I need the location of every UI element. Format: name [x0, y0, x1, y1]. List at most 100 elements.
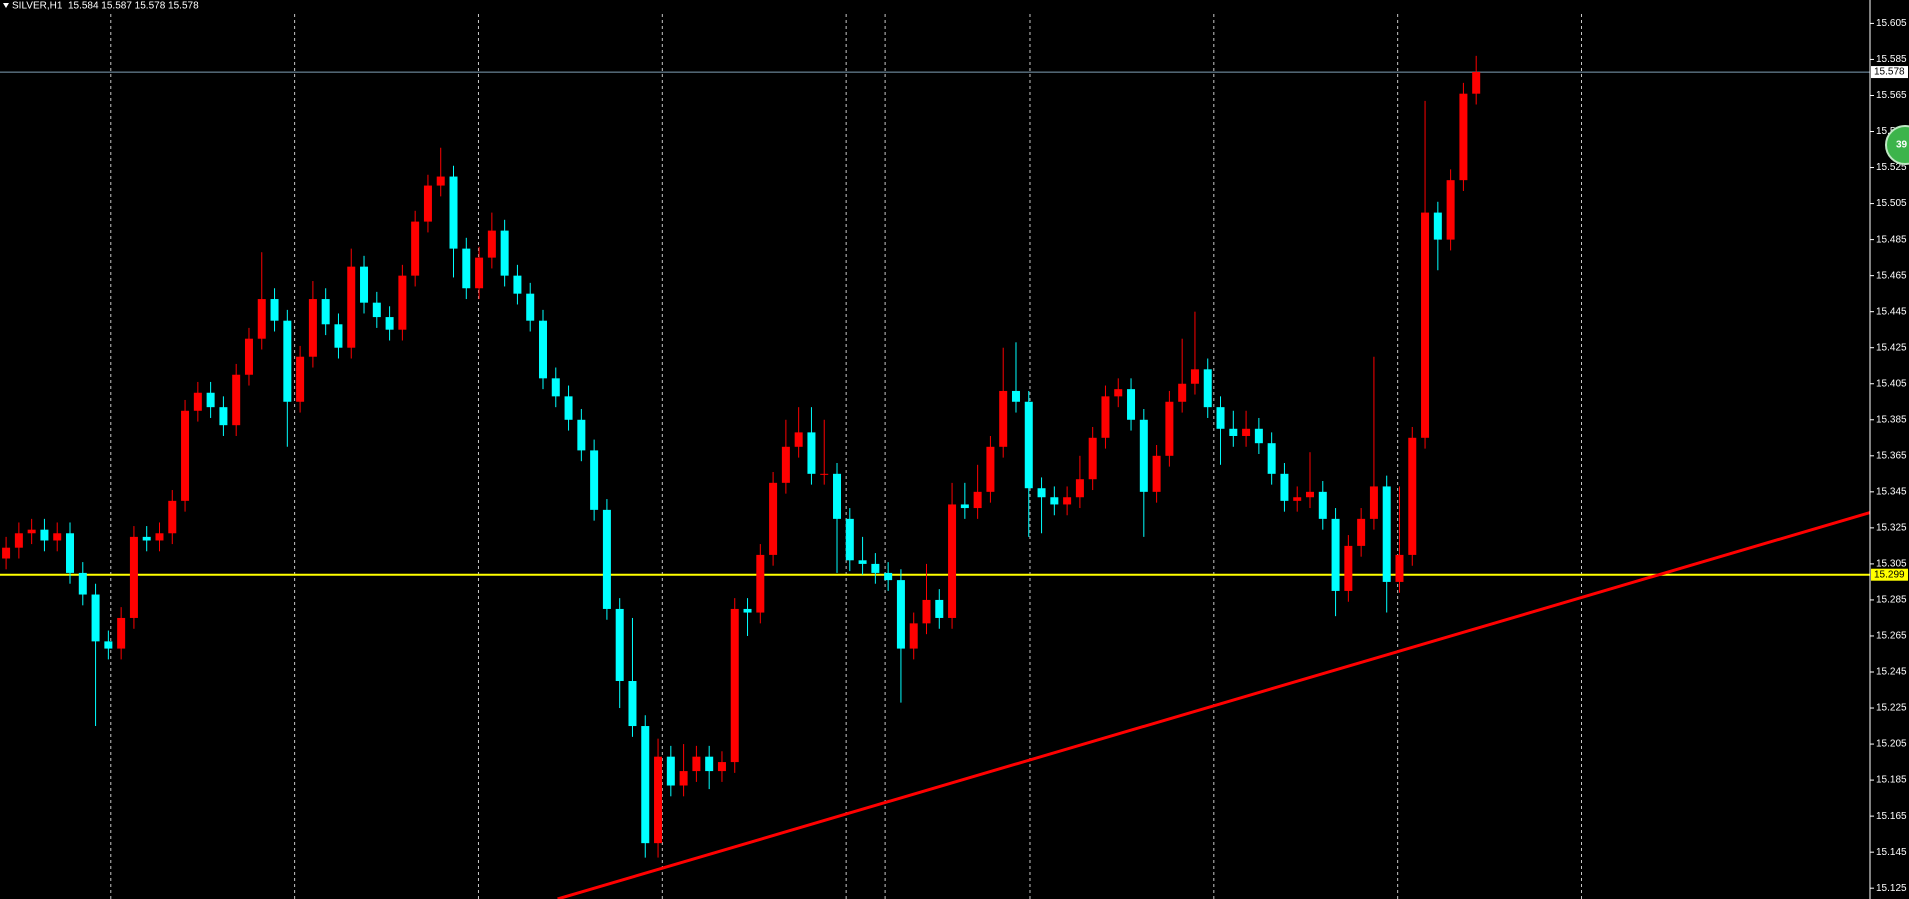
- candle-body: [615, 608, 624, 682]
- candle-body: [1331, 518, 1340, 591]
- candle-body: [360, 266, 369, 303]
- candle-body: [347, 266, 356, 348]
- candle-body: [705, 756, 714, 772]
- badge-label: 39: [1896, 140, 1908, 151]
- candle-body: [1446, 180, 1455, 240]
- candle-body: [334, 324, 343, 348]
- candle-body: [896, 580, 905, 649]
- candle-body: [1280, 473, 1289, 501]
- y-tick-label: 15.605: [1876, 18, 1907, 29]
- y-tick-label: 15.225: [1876, 703, 1907, 714]
- y-tick-label: 15.265: [1876, 631, 1907, 642]
- candle-body: [1254, 428, 1263, 444]
- candle-body: [104, 641, 113, 649]
- candle-body: [730, 608, 739, 763]
- candle-body: [1433, 212, 1442, 240]
- candle-body: [1165, 401, 1174, 456]
- candle-body: [1063, 497, 1072, 505]
- candle-body: [1472, 72, 1481, 94]
- y-tick-label: 15.125: [1876, 883, 1907, 894]
- menu-triangle[interactable]: [3, 3, 9, 8]
- candle-body: [807, 432, 816, 474]
- candle-body: [232, 374, 241, 426]
- candle-body: [794, 432, 803, 447]
- candle-body: [756, 554, 765, 613]
- candle-body: [654, 756, 663, 844]
- candle-body: [679, 771, 688, 786]
- candle-body: [66, 533, 75, 573]
- candle-body: [845, 518, 854, 561]
- candle-body: [513, 275, 522, 294]
- candle-body: [14, 533, 23, 548]
- candle-body: [1216, 407, 1225, 429]
- candle-body: [1395, 554, 1404, 582]
- candle-body: [372, 302, 381, 318]
- candle-body: [206, 392, 215, 408]
- trend-line: [557, 511, 1871, 899]
- candle-body: [283, 320, 292, 402]
- candle-body: [526, 293, 535, 321]
- candle-body: [308, 299, 317, 357]
- candle-body: [1267, 443, 1276, 474]
- candle-body: [193, 392, 202, 411]
- candle-body: [717, 762, 726, 772]
- y-tick-label: 15.405: [1876, 378, 1907, 389]
- candle-body: [1024, 401, 1033, 489]
- candle-body: [769, 482, 778, 555]
- y-tick-label: 15.505: [1876, 198, 1907, 209]
- candle-body: [219, 407, 228, 426]
- last-price-box: [1871, 66, 1908, 79]
- candle-body: [423, 185, 432, 222]
- candle-body: [1127, 389, 1136, 420]
- candle-body: [909, 623, 918, 649]
- y-tick-label: 15.165: [1876, 811, 1907, 822]
- chart-title: SILVER,H1 15.584 15.587 15.578 15.578: [12, 1, 199, 12]
- candle-body: [475, 257, 484, 289]
- candle-body: [1459, 93, 1468, 181]
- y-tick-label: 15.565: [1876, 90, 1907, 101]
- candle-body: [500, 230, 509, 276]
- y-tick-label: 15.385: [1876, 414, 1907, 425]
- candle-body: [1382, 486, 1391, 582]
- candle-body: [666, 756, 675, 786]
- badge-circle: [1885, 125, 1909, 165]
- candle-body: [641, 726, 650, 844]
- level-box: [1871, 568, 1908, 581]
- candle-body: [487, 230, 496, 258]
- candle-body: [743, 608, 752, 613]
- candle-body: [78, 572, 87, 595]
- candle-body: [168, 500, 177, 534]
- candle-body: [781, 446, 790, 483]
- candle-body: [1293, 497, 1302, 501]
- candle-body: [40, 529, 49, 541]
- last-price-label: 15.578: [1874, 67, 1905, 78]
- candle-body: [1101, 396, 1110, 438]
- candle-body: [884, 572, 893, 581]
- y-tick-label: 15.145: [1876, 847, 1907, 858]
- candle-body: [1037, 488, 1046, 498]
- candle-body: [257, 299, 266, 339]
- candle-body: [1357, 518, 1366, 546]
- candle-body: [1369, 486, 1378, 519]
- candle-body: [411, 221, 420, 276]
- candle-body: [564, 396, 573, 420]
- y-tick-label: 15.465: [1876, 270, 1907, 281]
- y-tick-label: 15.365: [1876, 450, 1907, 461]
- candle-body: [858, 560, 867, 564]
- candle-body: [1178, 383, 1187, 402]
- y-tick-label: 15.445: [1876, 306, 1907, 317]
- candle-body: [1114, 389, 1123, 397]
- candle-body: [53, 533, 62, 541]
- candle-body: [1050, 497, 1059, 505]
- candle-body: [436, 176, 445, 186]
- candle-body: [960, 504, 969, 509]
- candle-body: [986, 446, 995, 492]
- candle-body: [1421, 212, 1430, 438]
- y-tick-label: 15.485: [1876, 234, 1907, 245]
- candle-body: [948, 504, 957, 618]
- candle-body: [1139, 419, 1148, 492]
- y-tick-label: 15.285: [1876, 595, 1907, 606]
- candle-body: [244, 338, 253, 375]
- candle-body: [1306, 491, 1315, 498]
